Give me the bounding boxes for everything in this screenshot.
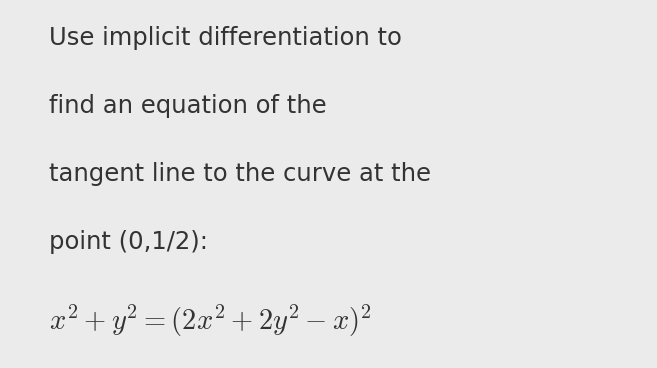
Text: find an equation of the: find an equation of the [49, 94, 327, 118]
Text: point (0,1/2):: point (0,1/2): [49, 230, 208, 254]
Text: $x^2 + y^2 = (2x^2 + 2y^2 - x)^2$: $x^2 + y^2 = (2x^2 + 2y^2 - x)^2$ [49, 302, 372, 339]
Text: Use implicit differentiation to: Use implicit differentiation to [49, 26, 402, 50]
Text: tangent line to the curve at the: tangent line to the curve at the [49, 162, 431, 186]
